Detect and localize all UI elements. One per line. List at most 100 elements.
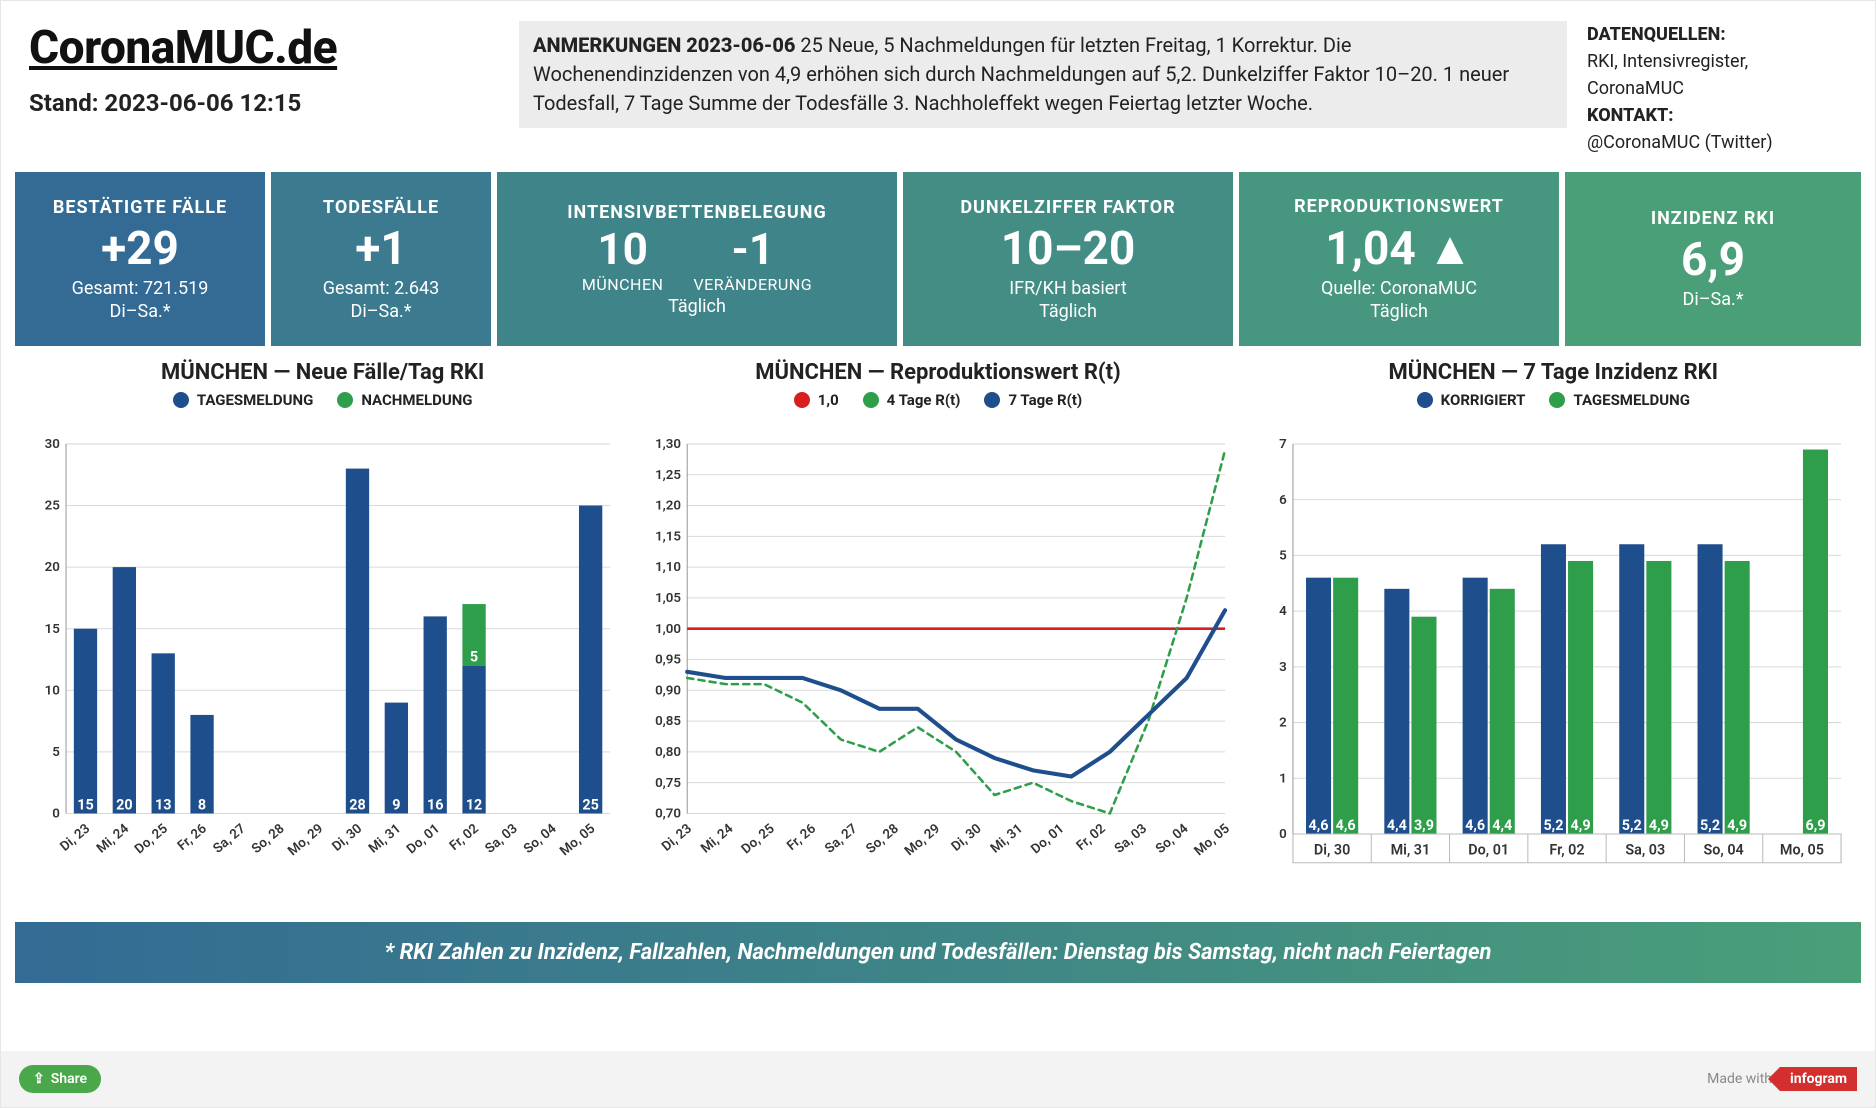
svg-text:2: 2 bbox=[1279, 716, 1287, 731]
kpi-title: REPRODUKTIONSWERT bbox=[1243, 196, 1555, 217]
svg-text:Mo, 05: Mo, 05 bbox=[1192, 821, 1233, 859]
kpi-card: INZIDENZ RKI6,9Di–Sa.* bbox=[1565, 172, 1861, 346]
svg-text:Mi, 24: Mi, 24 bbox=[699, 821, 737, 856]
legend-label: TAGESMELDUNG bbox=[197, 391, 314, 409]
svg-text:1,00: 1,00 bbox=[655, 622, 681, 637]
svg-text:Do, 01: Do, 01 bbox=[404, 821, 443, 857]
svg-text:4,4: 4,4 bbox=[1492, 817, 1512, 834]
svg-text:0,75: 0,75 bbox=[655, 776, 681, 791]
kpi-value: 1,04 ▲ bbox=[1243, 221, 1555, 276]
svg-text:3,9: 3,9 bbox=[1414, 817, 1434, 834]
svg-text:1,15: 1,15 bbox=[655, 529, 681, 544]
legend-swatch bbox=[863, 392, 879, 408]
svg-text:Mo, 05: Mo, 05 bbox=[557, 821, 598, 859]
svg-text:1,20: 1,20 bbox=[655, 499, 681, 514]
chart2-wrap: MÜNCHEN — Reproduktionswert R(t) 1,04 Ta… bbox=[640, 360, 1235, 902]
chart3-legend: KORRIGIERTTAGESMELDUNG bbox=[1256, 391, 1851, 409]
svg-text:Sa, 27: Sa, 27 bbox=[823, 821, 861, 856]
svg-text:0,85: 0,85 bbox=[655, 714, 681, 729]
legend-item: 1,0 bbox=[794, 391, 839, 409]
svg-text:10: 10 bbox=[45, 683, 60, 698]
svg-text:4,6: 4,6 bbox=[1308, 817, 1328, 834]
title-block: CoronaMUC.de Stand: 2023-06-06 12:15 bbox=[29, 21, 499, 117]
svg-text:5: 5 bbox=[470, 649, 478, 666]
svg-text:Fr, 02: Fr, 02 bbox=[1074, 821, 1109, 854]
contact-body: @CoronaMUC (Twitter) bbox=[1587, 132, 1773, 153]
svg-text:8: 8 bbox=[198, 796, 206, 813]
kpi-sub: IFR/KH basiert bbox=[907, 278, 1229, 299]
kpi-sublabel: VERÄNDERUNG bbox=[693, 275, 812, 294]
kpi-card: BESTÄTIGTE FÄLLE+29Gesamt: 721.519Di–Sa.… bbox=[15, 172, 265, 346]
svg-text:So, 28: So, 28 bbox=[864, 821, 902, 857]
svg-text:Di, 30: Di, 30 bbox=[1314, 842, 1350, 859]
kpi-sublabel: MÜNCHEN bbox=[582, 275, 664, 294]
sources-title: DATENQUELLEN: bbox=[1587, 24, 1726, 45]
svg-text:Sa, 03: Sa, 03 bbox=[483, 821, 521, 856]
kpi-card: INTENSIVBETTENBELEGUNG10MÜNCHEN-1VERÄNDE… bbox=[497, 172, 897, 346]
svg-text:30: 30 bbox=[45, 437, 60, 452]
svg-text:Mi, 31: Mi, 31 bbox=[988, 821, 1026, 856]
svg-text:5: 5 bbox=[1279, 548, 1287, 563]
kpi-sub2: Di–Sa.* bbox=[19, 301, 261, 322]
svg-text:1,10: 1,10 bbox=[655, 560, 681, 575]
kpi-sub2: Täglich bbox=[1243, 301, 1555, 322]
svg-text:Fr, 26: Fr, 26 bbox=[785, 821, 820, 854]
kpi-title: BESTÄTIGTE FÄLLE bbox=[19, 197, 261, 218]
footer-bar: ⇪ Share Made with infogram bbox=[1, 1051, 1875, 1107]
notes-box: ANMERKUNGEN 2023-06-06 25 Neue, 5 Nachme… bbox=[519, 21, 1567, 128]
svg-text:0: 0 bbox=[52, 807, 60, 822]
chart1-legend: TAGESMELDUNG NACHMELDUNG bbox=[25, 391, 620, 409]
kpi-sub2: Täglich bbox=[501, 296, 893, 317]
legend-swatch bbox=[794, 392, 810, 408]
site-title[interactable]: CoronaMUC.de bbox=[29, 21, 499, 75]
legend-label: 1,0 bbox=[818, 391, 839, 409]
svg-text:25: 25 bbox=[45, 499, 61, 514]
svg-text:Di, 23: Di, 23 bbox=[58, 821, 94, 854]
legend-label: KORRIGIERT bbox=[1441, 391, 1526, 409]
svg-text:0: 0 bbox=[1279, 827, 1287, 842]
svg-text:5: 5 bbox=[52, 745, 60, 760]
svg-text:0,95: 0,95 bbox=[655, 653, 681, 668]
kpi-sub2: Täglich bbox=[907, 301, 1229, 322]
charts-row: MÜNCHEN — Neue Fälle/Tag RKI TAGESMELDUN… bbox=[1, 346, 1875, 906]
svg-text:Mo, 05: Mo, 05 bbox=[1780, 842, 1824, 859]
kpi-sub: Gesamt: 2.643 bbox=[275, 278, 487, 299]
legend-swatch bbox=[1417, 392, 1433, 408]
svg-text:6: 6 bbox=[1279, 493, 1287, 508]
svg-text:9: 9 bbox=[392, 796, 400, 813]
svg-text:0,70: 0,70 bbox=[655, 807, 681, 822]
svg-text:1,30: 1,30 bbox=[655, 437, 681, 452]
svg-text:Di, 30: Di, 30 bbox=[949, 821, 985, 854]
svg-text:4,6: 4,6 bbox=[1465, 817, 1485, 834]
kpi-sub: Di–Sa.* bbox=[1569, 289, 1857, 310]
svg-text:0,80: 0,80 bbox=[655, 745, 681, 760]
legend-item: NACHMELDUNG bbox=[337, 391, 472, 409]
kpi-value: +1 bbox=[275, 222, 487, 276]
svg-text:Di, 30: Di, 30 bbox=[330, 821, 366, 854]
svg-text:28: 28 bbox=[349, 796, 365, 813]
svg-text:4,9: 4,9 bbox=[1649, 817, 1669, 834]
legend-swatch bbox=[1549, 392, 1565, 408]
share-button[interactable]: ⇪ Share bbox=[19, 1065, 101, 1093]
legend-label: 4 Tage R(t) bbox=[887, 391, 961, 409]
kpi-value: 6,9 bbox=[1569, 233, 1857, 287]
share-label: Share bbox=[51, 1071, 87, 1087]
contact-title: KONTAKT: bbox=[1587, 105, 1673, 126]
svg-text:Do, 01: Do, 01 bbox=[1029, 821, 1068, 857]
madewith-block[interactable]: Made with infogram bbox=[1707, 1067, 1857, 1091]
svg-text:Mi, 31: Mi, 31 bbox=[1390, 842, 1430, 859]
infogram-logo: infogram bbox=[1780, 1067, 1857, 1091]
chart3-wrap: MÜNCHEN — 7 Tage Inzidenz RKI KORRIGIERT… bbox=[1256, 360, 1851, 902]
legend-item: KORRIGIERT bbox=[1417, 391, 1526, 409]
svg-text:Fr, 02: Fr, 02 bbox=[447, 821, 482, 854]
svg-text:5,2: 5,2 bbox=[1543, 817, 1563, 834]
svg-text:6,9: 6,9 bbox=[1805, 817, 1825, 834]
svg-text:1,05: 1,05 bbox=[655, 591, 681, 606]
svg-text:Sa, 27: Sa, 27 bbox=[211, 821, 249, 856]
svg-text:Sa, 03: Sa, 03 bbox=[1112, 821, 1150, 856]
svg-text:Di, 23: Di, 23 bbox=[660, 821, 696, 854]
legend-item: 4 Tage R(t) bbox=[863, 391, 961, 409]
svg-text:12: 12 bbox=[466, 796, 482, 813]
madewith-label: Made with bbox=[1707, 1071, 1772, 1087]
svg-text:Do, 01: Do, 01 bbox=[1468, 842, 1509, 859]
